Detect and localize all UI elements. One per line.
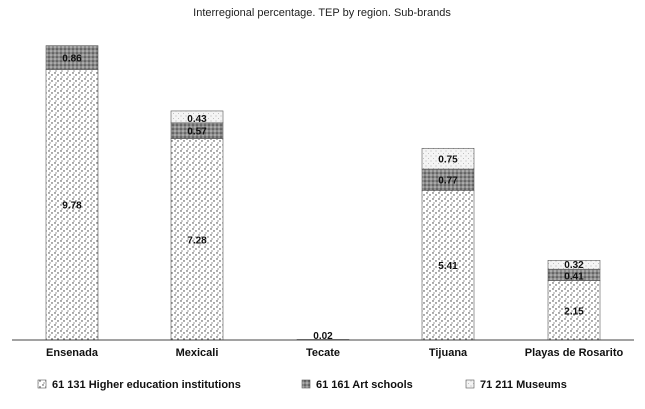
data-label: 7.28 [187, 235, 207, 246]
category-label: Tecate [306, 347, 340, 359]
bar-playas-de-rosarito-series-3 [547, 260, 601, 270]
category-label: Ensenada [46, 347, 99, 359]
data-label: 0.75 [438, 155, 458, 166]
bars: 9.78 0.86 7.28 0.57 0.43 0.02 5.41 0.77 0.75 2.15… [45, 45, 601, 342]
data-label: 0.32 [564, 260, 584, 271]
legend: 61 131 Higher education institutions 61 1… [37, 379, 567, 391]
bar-ensenada-series-1 [45, 69, 99, 341]
legend-swatch [465, 379, 475, 389]
data-label: 0.02 [313, 331, 333, 342]
category-labels: Ensenada Mexicali Tecate Tijuana Playas de R… [46, 347, 623, 359]
data-label: 9.78 [62, 201, 82, 212]
bar-tijuana-series-1 [421, 190, 475, 341]
legend-label: 61 131 Higher education institutions [52, 379, 241, 391]
chart-title: Interregional percentage. TEP by region.… [193, 7, 451, 19]
bar-ensenada-series-2 [45, 45, 99, 70]
bar-mexicali-series-3 [170, 110, 224, 124]
data-label: 0.41 [564, 272, 584, 283]
bar-tijuana-series-3 [421, 147, 475, 170]
data-label: 5.41 [438, 261, 458, 272]
bar-playas-de-rosarito-series-1 [547, 280, 601, 341]
legend-label: 61 161 Art schools [316, 379, 413, 391]
legend-label: 71 211 Museums [480, 379, 567, 391]
data-label: 2.15 [564, 306, 584, 317]
data-label: 0.77 [438, 176, 458, 187]
data-label: 0.86 [62, 54, 82, 65]
legend-swatch [37, 379, 47, 389]
category-label: Tijuana [429, 347, 468, 359]
legend-swatch [301, 379, 311, 389]
category-label: Playas de Rosarito [525, 347, 624, 359]
data-label: 0.57 [187, 127, 207, 138]
data-label: 0.43 [187, 114, 207, 125]
category-label: Mexicali [176, 347, 219, 359]
